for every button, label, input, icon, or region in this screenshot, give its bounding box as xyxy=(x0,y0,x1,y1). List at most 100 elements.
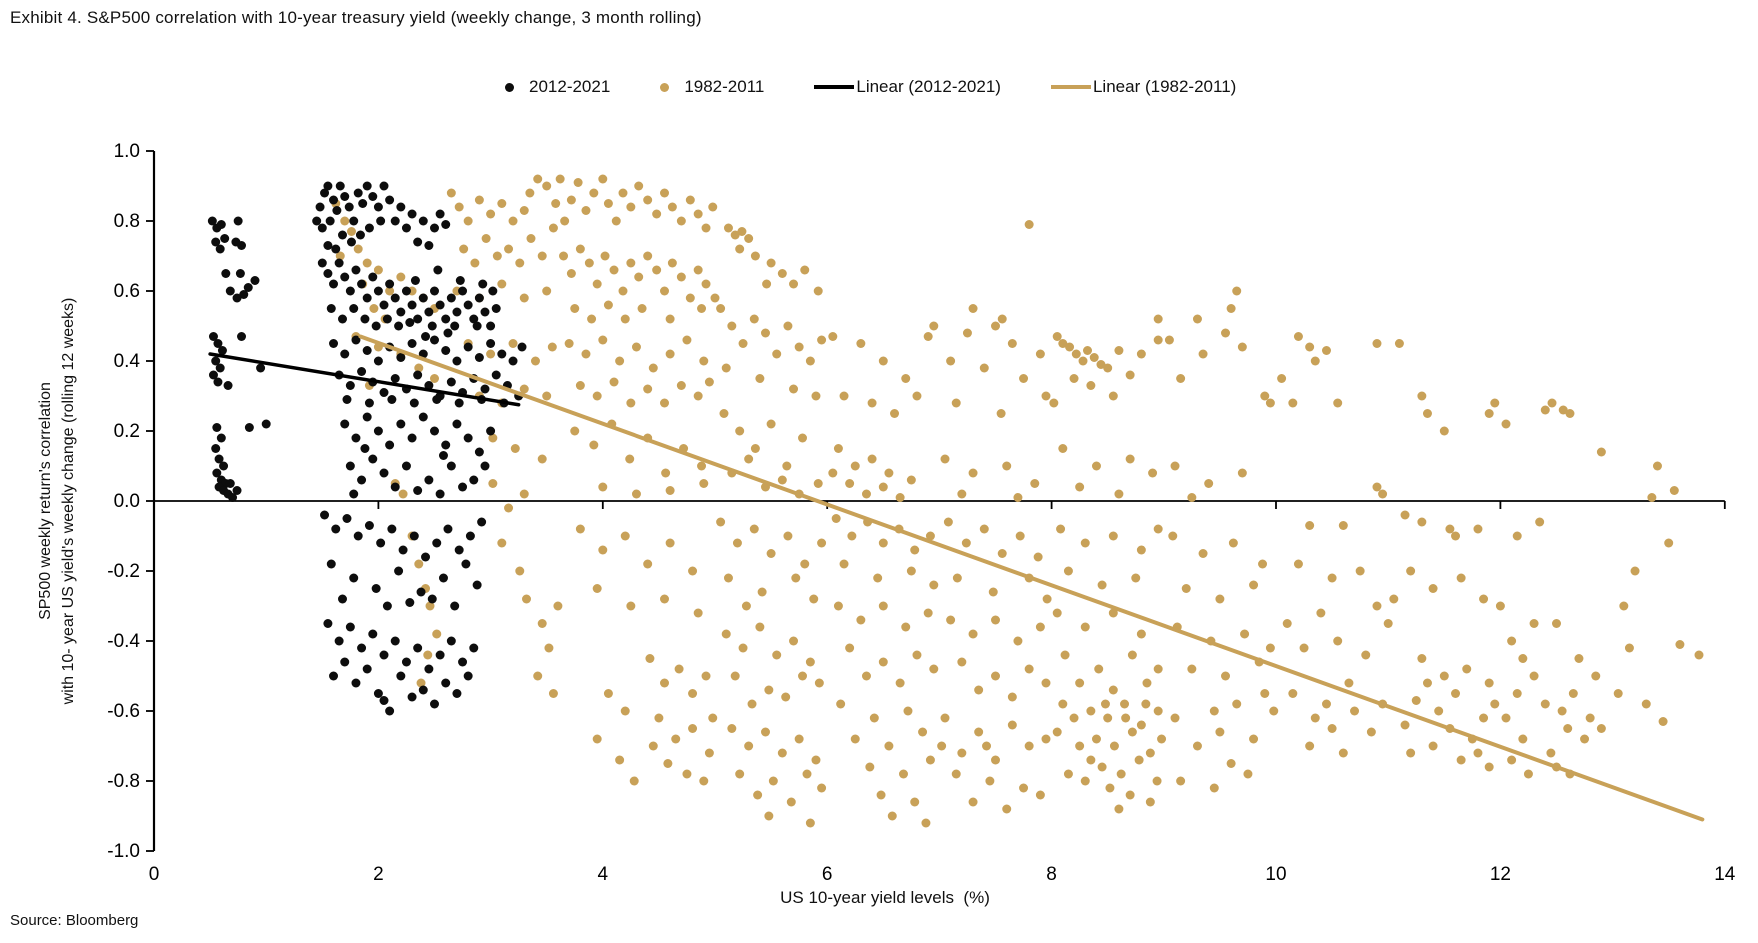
y-tick-label: -0.8 xyxy=(107,771,140,792)
data-point xyxy=(708,713,718,723)
data-point xyxy=(1518,734,1528,744)
data-point xyxy=(486,339,496,348)
data-point xyxy=(497,279,507,289)
data-point xyxy=(609,377,619,387)
data-point xyxy=(766,258,776,268)
data-point xyxy=(232,486,242,495)
data-point xyxy=(716,304,726,313)
data-point xyxy=(968,629,978,639)
data-point xyxy=(589,440,599,450)
data-point xyxy=(566,195,576,205)
data-point xyxy=(362,664,372,674)
data-point xyxy=(1451,531,1461,541)
data-point xyxy=(387,395,397,404)
data-point xyxy=(452,356,462,366)
data-point xyxy=(1114,489,1124,499)
data-point xyxy=(486,349,496,359)
data-point xyxy=(757,587,767,597)
data-point xyxy=(1580,734,1590,744)
data-point xyxy=(320,510,330,520)
data-point xyxy=(219,461,229,471)
data-point xyxy=(1305,521,1315,530)
data-point xyxy=(1310,713,1320,723)
data-point xyxy=(1327,573,1337,583)
data-point xyxy=(211,444,221,453)
data-point xyxy=(682,769,692,779)
data-point xyxy=(1277,374,1287,383)
data-point xyxy=(1024,664,1034,674)
data-point xyxy=(413,237,423,247)
data-point xyxy=(488,433,498,443)
data-point xyxy=(762,279,772,289)
data-point xyxy=(575,524,585,534)
data-point xyxy=(401,461,411,471)
data-point xyxy=(750,251,760,261)
data-point xyxy=(433,265,443,275)
data-point xyxy=(488,479,498,488)
data-point xyxy=(777,269,787,278)
data-point xyxy=(592,584,602,593)
data-point xyxy=(620,706,630,716)
data-point xyxy=(811,391,821,401)
data-point xyxy=(800,559,810,569)
data-point xyxy=(432,538,442,548)
data-point xyxy=(667,258,677,268)
data-point xyxy=(1187,664,1197,674)
data-point xyxy=(634,272,644,282)
data-point xyxy=(688,689,698,698)
data-point xyxy=(1422,678,1432,688)
data-point xyxy=(379,300,389,310)
data-point xyxy=(537,454,547,464)
data-point xyxy=(470,258,480,268)
data-point xyxy=(1400,510,1410,520)
data-point xyxy=(701,279,711,289)
data-point xyxy=(1417,517,1427,527)
data-point xyxy=(446,293,456,303)
data-point xyxy=(360,444,370,453)
data-point xyxy=(1152,776,1162,786)
data-point xyxy=(474,447,484,457)
data-point xyxy=(1664,538,1674,548)
data-point xyxy=(1417,654,1427,663)
data-point xyxy=(1563,724,1573,733)
data-point xyxy=(1096,360,1106,369)
y-tick-label: 0.2 xyxy=(114,421,140,442)
data-point xyxy=(643,384,653,394)
data-point xyxy=(1565,409,1575,418)
data-point xyxy=(1153,706,1163,716)
data-point xyxy=(1546,748,1556,758)
data-point xyxy=(592,279,602,289)
data-point xyxy=(817,335,827,345)
data-point xyxy=(991,615,1000,625)
data-point xyxy=(1269,706,1279,716)
data-point xyxy=(424,475,434,485)
data-point xyxy=(214,454,224,464)
data-point xyxy=(968,304,978,313)
data-point xyxy=(1293,559,1303,569)
data-point xyxy=(1456,573,1466,583)
data-point xyxy=(221,269,231,278)
data-point xyxy=(1134,755,1144,765)
data-point xyxy=(1091,734,1101,744)
data-point xyxy=(390,482,400,492)
data-point xyxy=(603,199,613,208)
data-point xyxy=(1228,538,1238,548)
data-point xyxy=(918,727,928,737)
data-point xyxy=(515,258,525,268)
data-point xyxy=(1647,493,1657,502)
data-point xyxy=(1145,797,1155,807)
data-point xyxy=(491,304,501,313)
data-point xyxy=(1479,594,1489,604)
data-point xyxy=(1558,405,1568,415)
data-point xyxy=(847,531,857,541)
data-point xyxy=(334,636,344,646)
data-point xyxy=(323,181,333,191)
data-point xyxy=(1136,545,1146,555)
data-point xyxy=(1056,524,1066,534)
data-point xyxy=(1473,524,1483,534)
data-point xyxy=(665,349,675,359)
data-point xyxy=(1547,398,1557,408)
data-point xyxy=(1624,643,1634,653)
data-point xyxy=(921,818,931,828)
data-point xyxy=(626,202,636,212)
